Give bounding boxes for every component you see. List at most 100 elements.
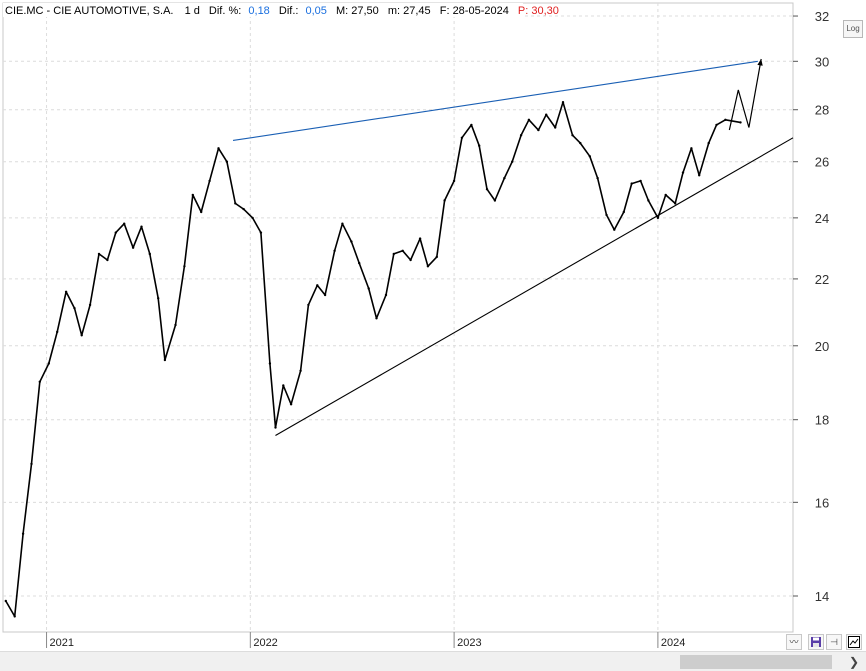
price-point (341, 222, 344, 225)
y-tick-label: 16 (815, 495, 829, 510)
x-tick-label: 2024 (661, 637, 685, 649)
price-series (4, 101, 742, 618)
y-tick-label: 30 (815, 54, 829, 69)
price-point (64, 290, 68, 293)
header-min: m: 27,45 (388, 5, 431, 17)
price-point (588, 155, 591, 158)
price-point (503, 176, 506, 180)
price-point (183, 265, 186, 268)
price-point (106, 258, 109, 262)
header-date: F: 28-05-2024 (440, 5, 509, 17)
y-tick-label: 28 (815, 103, 829, 118)
price-point (418, 237, 422, 240)
horizontal-scrollbar[interactable]: ❯ (0, 651, 866, 671)
trendline (232, 60, 758, 141)
price-point (707, 141, 710, 145)
price-point (307, 303, 310, 307)
header-dif-pct-value: 0,18 (248, 5, 269, 17)
price-point (316, 284, 319, 287)
y-tick-label: 26 (815, 155, 829, 170)
projection-path (728, 58, 762, 131)
price-point (38, 380, 41, 383)
price-point (73, 307, 76, 310)
scroll-thumb[interactable] (680, 655, 832, 669)
price-point (435, 255, 438, 259)
price-point (409, 258, 412, 262)
zigzag-icon: 〰 (789, 637, 799, 647)
price-point (401, 249, 404, 252)
log-scale-toggle[interactable]: Log (843, 20, 863, 38)
price-point (605, 213, 608, 217)
price-point (140, 225, 143, 228)
price-point (375, 317, 378, 320)
price-point (452, 179, 456, 183)
save-button[interactable] (808, 634, 824, 650)
price-point (47, 362, 50, 365)
price-point (367, 287, 370, 290)
price-point (13, 615, 16, 618)
x-tick-label: 2021 (50, 637, 74, 649)
zoom-button[interactable]: 〰 (786, 634, 802, 650)
header-dif-value: 0,05 (306, 5, 327, 17)
price-point (460, 136, 464, 139)
price-point (426, 265, 430, 268)
price-point (350, 240, 353, 243)
price-point (613, 228, 616, 231)
scroll-right-button[interactable]: ❯ (846, 654, 862, 670)
scroll-track[interactable] (5, 655, 841, 669)
price-point (88, 303, 92, 307)
price-point (443, 199, 446, 202)
y-tick-label: 24 (815, 211, 829, 226)
price-point (299, 369, 302, 372)
y-axis: 14 16 18 20 22 24 26 28 30 32 (793, 9, 829, 604)
pin-button[interactable]: ⊣ (826, 634, 842, 650)
price-point (478, 144, 481, 147)
y-tick-label: 14 (815, 589, 829, 604)
price-point (690, 147, 693, 150)
price-point (323, 293, 327, 297)
y-tick-label: 18 (815, 413, 829, 428)
price-point (148, 252, 151, 256)
trendlines (232, 58, 794, 436)
header-dif-pct-label: Dif. %: (209, 5, 241, 17)
price-point (251, 216, 254, 220)
price-point (579, 141, 582, 145)
projection-arrowhead (757, 58, 763, 66)
price-point (622, 210, 625, 214)
grid (3, 3, 793, 632)
price-point (681, 171, 685, 174)
price-point (225, 160, 229, 163)
header-symbol: CIE.MC - CIE AUTOMOTIVE, S.A. (5, 5, 174, 17)
chart-type-button[interactable] (846, 634, 862, 650)
price-point (485, 188, 489, 191)
price-point (234, 202, 237, 205)
y-tick-label: 22 (815, 272, 829, 287)
price-point (21, 532, 25, 535)
price-point (259, 231, 263, 234)
pin-icon: ⊣ (830, 637, 838, 647)
log-label: Log (846, 24, 860, 33)
x-tick-label: 2023 (457, 637, 481, 649)
price-point (123, 222, 126, 225)
price-point (545, 113, 548, 116)
y-tick-label: 32 (815, 9, 829, 24)
price-point (561, 101, 565, 104)
price-point (56, 330, 59, 334)
price-point (274, 426, 277, 429)
price-point (656, 216, 660, 220)
x-axis: 2021 2022 2023 2024 (46, 632, 685, 649)
price-point (698, 174, 701, 177)
price-point (519, 134, 523, 137)
price-point (358, 261, 361, 265)
price-point (384, 293, 388, 297)
price-point (4, 599, 8, 603)
price-point (571, 134, 574, 137)
price-point (191, 193, 194, 197)
price-point (30, 462, 33, 466)
price-point (639, 179, 642, 183)
price-point (724, 118, 727, 122)
price-point (242, 207, 245, 211)
chart-header: CIE.MC - CIE AUTOMOTIVE, S.A. 1 d Dif. %… (5, 5, 559, 17)
price-point (739, 121, 742, 124)
